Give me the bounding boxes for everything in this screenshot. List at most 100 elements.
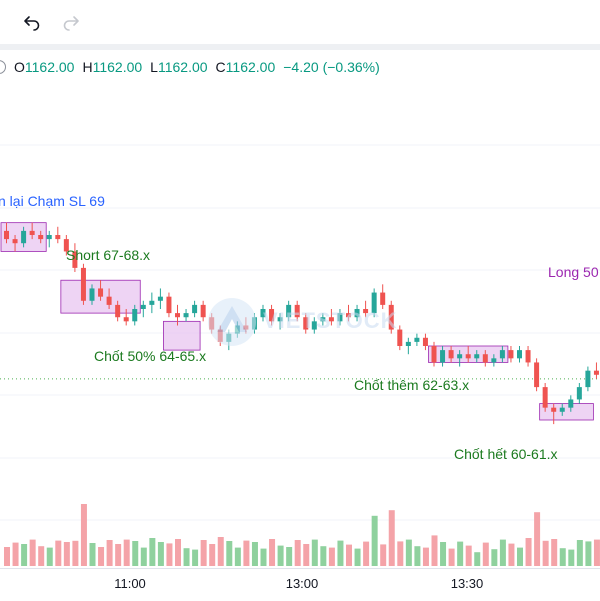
- candle-body: [440, 350, 446, 363]
- candle-body: [98, 288, 104, 297]
- undo-button[interactable]: [18, 8, 46, 36]
- volume-bar: [371, 515, 378, 566]
- candle-body: [508, 350, 514, 359]
- volume-bar: [576, 540, 583, 566]
- volume-bar: [380, 544, 387, 566]
- low-value: 1162.00: [157, 59, 208, 75]
- volume-bar: [98, 547, 105, 566]
- volume-bar: [132, 541, 139, 566]
- open-value: 1162.00: [24, 59, 75, 75]
- watermark-logo-icon: [208, 298, 256, 346]
- volume-bar: [175, 539, 181, 566]
- volume-bar: [568, 549, 575, 566]
- candle-body: [414, 337, 420, 342]
- candle-body: [80, 267, 86, 301]
- volume-bar: [328, 547, 335, 566]
- volume-bar: [482, 542, 489, 566]
- volume-bar: [123, 539, 130, 566]
- close-value: 1162.00: [225, 59, 276, 75]
- candle-body: [346, 313, 351, 318]
- candle-body: [294, 304, 300, 318]
- volume-bar: [320, 546, 327, 566]
- volume-bar: [260, 548, 267, 566]
- candle-body: [200, 304, 206, 318]
- candle-body: [55, 235, 61, 240]
- candle-body: [491, 358, 497, 363]
- candle-body: [183, 313, 189, 318]
- volume-bar: [499, 539, 506, 566]
- high-label: H: [82, 59, 93, 75]
- volume-bar: [551, 539, 558, 566]
- candle-body: [192, 304, 198, 314]
- volume-bar: [192, 549, 199, 566]
- candle-body: [115, 304, 121, 318]
- toolbar-divider: [0, 44, 600, 50]
- volume-bar: [38, 546, 45, 566]
- candle-body: [405, 341, 411, 346]
- volume-bar: [440, 542, 447, 566]
- volume-bar: [183, 548, 190, 566]
- volume-bar: [226, 541, 233, 566]
- volume-bar: [269, 539, 276, 566]
- volume-bar: [200, 540, 207, 566]
- volume-bar: [354, 548, 361, 566]
- volume-bar: [422, 547, 429, 566]
- volume-bar: [465, 545, 472, 566]
- candle-body: [29, 230, 35, 235]
- candle-body: [499, 350, 505, 359]
- annotation-zone: [539, 403, 594, 421]
- redo-button[interactable]: [57, 8, 85, 36]
- volume-bar: [593, 539, 600, 566]
- candle-body: [559, 407, 565, 412]
- candle-body: [534, 362, 540, 388]
- undo-icon: [24, 16, 40, 31]
- candle-body: [448, 350, 454, 359]
- candle-body: [457, 354, 463, 359]
- candle-body: [576, 387, 582, 400]
- candle-body: [12, 239, 18, 244]
- volume-bar: [542, 540, 549, 566]
- high-value: 1162.00: [92, 59, 143, 75]
- volume-bar: [243, 540, 250, 566]
- volume-bar: [448, 548, 455, 566]
- ohlc-legend: O 1162.00 H 1162.00 L 1162.00 C 1162.00 −4.2…: [0, 55, 380, 79]
- volume-bar: [251, 542, 258, 566]
- candle-body: [311, 321, 317, 330]
- volume-bar: [157, 542, 164, 566]
- candle-body: [371, 292, 377, 314]
- time-axis[interactable]: 11:00 13:00 13:30: [0, 568, 600, 601]
- candle-body: [593, 370, 599, 375]
- volume-bar: [21, 544, 28, 566]
- candle-body: [132, 309, 138, 322]
- x-tick-label: 13:30: [450, 576, 484, 591]
- annotation-all: Chốt hết 60-61.x: [454, 446, 558, 462]
- volume-bar: [414, 546, 421, 566]
- volume-bar: [303, 544, 310, 566]
- volume-bar: [585, 541, 592, 566]
- x-tick-label: 13:00: [285, 576, 319, 591]
- candle-body: [4, 230, 9, 240]
- redo-icon: [63, 16, 79, 31]
- candle-body: [542, 387, 548, 408]
- price-chart[interactable]: [0, 50, 600, 568]
- candle-body: [149, 300, 155, 305]
- candle-body: [21, 230, 27, 244]
- candle-body: [568, 399, 574, 408]
- volume-bar: [457, 541, 464, 566]
- candle-body: [474, 354, 480, 359]
- annotation-zone: [163, 320, 201, 351]
- low-label: L: [150, 59, 158, 75]
- annotation-sl: n lại Chạm SL 69: [0, 193, 105, 209]
- volume-bar: [234, 547, 241, 566]
- close-label: C: [215, 59, 226, 75]
- volume-bar: [72, 540, 79, 566]
- volume-bar: [534, 512, 541, 566]
- candle-body: [303, 317, 309, 330]
- volume-bar: [286, 547, 293, 566]
- candle-body: [46, 235, 52, 240]
- annotation-long: Long 50: [548, 264, 599, 280]
- volume-bar: [311, 539, 318, 566]
- candle-body: [431, 346, 437, 363]
- symbol-status-icon: [0, 60, 6, 74]
- volume-bar: [363, 541, 370, 566]
